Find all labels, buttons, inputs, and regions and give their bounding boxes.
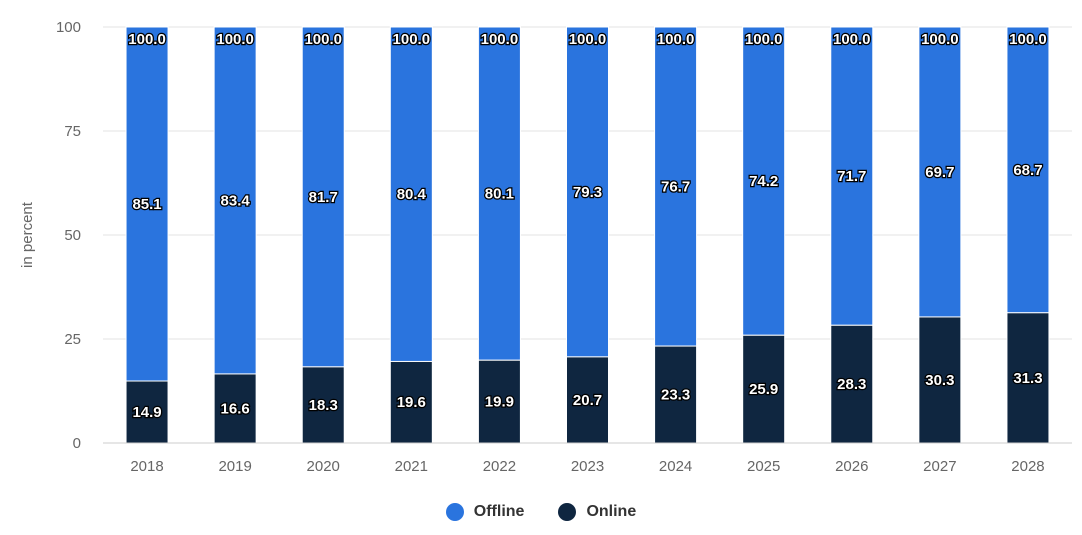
bar-online-2020[interactable] bbox=[301, 366, 345, 444]
x-tick-label: 2023 bbox=[571, 458, 604, 475]
x-tick-label: 2018 bbox=[130, 458, 163, 475]
data-label-offline-2018: 85.1 bbox=[132, 196, 161, 213]
data-label-online-2019: 16.6 bbox=[221, 400, 250, 417]
x-tick-label: 2024 bbox=[659, 458, 692, 475]
x-tick-label: 2025 bbox=[747, 458, 780, 475]
y-axis-title: in percent bbox=[19, 201, 36, 268]
bar-online-2027[interactable] bbox=[918, 316, 962, 444]
data-label-total-2026: 100.0 bbox=[833, 31, 871, 48]
data-label-total-2022: 100.0 bbox=[481, 31, 519, 48]
data-label-online-2020: 18.3 bbox=[309, 397, 338, 414]
bar-online-2021[interactable] bbox=[389, 360, 433, 444]
data-label-offline-2026: 71.7 bbox=[837, 168, 866, 185]
data-label-offline-2023: 79.3 bbox=[573, 184, 602, 201]
data-label-online-2018: 14.9 bbox=[132, 404, 161, 421]
legend: Offline Online bbox=[0, 503, 1082, 521]
bar-offline-2027[interactable] bbox=[918, 26, 962, 318]
y-tick-label: 100 bbox=[56, 19, 81, 36]
x-tick-label: 2026 bbox=[835, 458, 868, 475]
data-label-offline-2020: 81.7 bbox=[309, 189, 338, 206]
data-label-online-2027: 30.3 bbox=[925, 372, 954, 389]
legend-swatch-offline bbox=[445, 503, 464, 521]
data-label-offline-2028: 68.7 bbox=[1013, 162, 1042, 179]
y-tick-label: 0 bbox=[73, 435, 81, 452]
x-tick-label: 2020 bbox=[307, 458, 340, 475]
bar-online-2022[interactable] bbox=[477, 359, 521, 444]
bar-online-2019[interactable] bbox=[213, 373, 257, 444]
bar-online-2025[interactable] bbox=[742, 334, 786, 444]
data-label-total-2023: 100.0 bbox=[569, 31, 607, 48]
data-label-offline-2025: 74.2 bbox=[749, 173, 778, 190]
legend-label-online: Online bbox=[586, 503, 637, 520]
bar-offline-2018[interactable] bbox=[125, 26, 169, 382]
bar-online-2026[interactable] bbox=[830, 324, 874, 444]
x-tick-label: 2021 bbox=[395, 458, 428, 475]
data-labels: 85.1 14.9 100.0 83.4 16.6 100.0 81.7 18.3 100.0 8… bbox=[127, 30, 1048, 423]
data-label-online-2022: 19.9 bbox=[485, 394, 514, 411]
bar-online-2024[interactable] bbox=[654, 345, 698, 444]
bar-offline-2020[interactable] bbox=[301, 26, 345, 368]
y-tick-label: 75 bbox=[64, 123, 81, 140]
data-label-total-2027: 100.0 bbox=[921, 31, 959, 48]
data-label-total-2018: 100.0 bbox=[128, 31, 166, 48]
data-label-offline-2024: 76.7 bbox=[661, 179, 690, 196]
data-label-online-2024: 23.3 bbox=[661, 387, 690, 404]
axes: 0 25 50 75 100 in percent 2018 2019 2020 2021 2022… bbox=[19, 19, 1072, 475]
stacked-bar-chart: 85.1 14.9 100.0 83.4 16.6 100.0 81.7 18.3 100.0 8… bbox=[19, 19, 1072, 475]
data-label-total-2021: 100.0 bbox=[393, 31, 431, 48]
data-label-online-2026: 28.3 bbox=[837, 376, 866, 393]
data-label-offline-2027: 69.7 bbox=[925, 164, 954, 181]
legend-item-online[interactable]: Online bbox=[558, 503, 636, 521]
data-label-total-2019: 100.0 bbox=[216, 31, 254, 48]
data-label-total-2024: 100.0 bbox=[657, 31, 695, 48]
data-label-offline-2021: 80.4 bbox=[397, 186, 427, 203]
bar-online-2028[interactable] bbox=[1006, 312, 1050, 444]
bar-offline-2025[interactable] bbox=[742, 26, 786, 336]
data-label-online-2028: 31.3 bbox=[1013, 370, 1042, 387]
data-label-offline-2019: 83.4 bbox=[221, 192, 251, 209]
legend-item-offline[interactable]: Offline bbox=[445, 503, 525, 521]
x-tick-label: 2019 bbox=[218, 458, 251, 475]
bars bbox=[125, 26, 1050, 444]
data-label-online-2021: 19.6 bbox=[397, 394, 426, 411]
bar-offline-2021[interactable] bbox=[389, 26, 433, 362]
legend-label-offline: Offline bbox=[473, 503, 525, 520]
data-label-online-2023: 20.7 bbox=[573, 392, 602, 409]
bar-offline-2026[interactable] bbox=[830, 26, 874, 326]
x-tick-label: 2027 bbox=[923, 458, 956, 475]
bar-offline-2024[interactable] bbox=[654, 26, 698, 347]
bar-offline-2022[interactable] bbox=[477, 26, 521, 361]
y-tick-label: 25 bbox=[64, 331, 81, 348]
bar-online-2023[interactable] bbox=[566, 356, 609, 444]
x-tick-label: 2022 bbox=[483, 458, 516, 475]
y-tick-label: 50 bbox=[64, 227, 81, 244]
data-label-total-2020: 100.0 bbox=[304, 31, 342, 48]
bar-offline-2028[interactable] bbox=[1006, 26, 1050, 314]
data-label-total-2025: 100.0 bbox=[745, 31, 783, 48]
data-label-total-2028: 100.0 bbox=[1009, 31, 1047, 48]
data-label-offline-2022: 80.1 bbox=[485, 186, 514, 203]
bar-offline-2019[interactable] bbox=[213, 26, 257, 375]
data-label-online-2025: 25.9 bbox=[749, 381, 778, 398]
bar-offline-2023[interactable] bbox=[566, 26, 609, 358]
legend-swatch-online bbox=[558, 503, 577, 521]
x-tick-label: 2028 bbox=[1011, 458, 1044, 475]
